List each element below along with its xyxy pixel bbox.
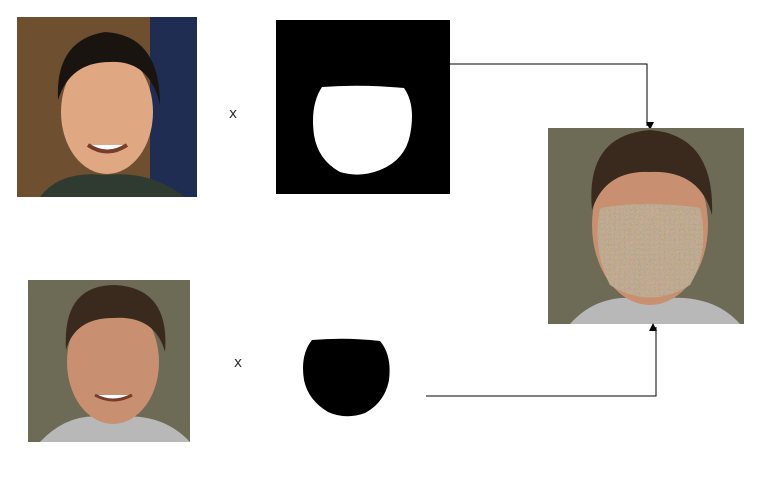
result-photo [548, 128, 744, 324]
inverse-mask [303, 338, 390, 417]
operator: x [234, 355, 242, 371]
arrow [426, 323, 657, 397]
operator: x [229, 106, 237, 122]
target-photo [28, 280, 190, 442]
mask [276, 20, 450, 194]
arrow [450, 63, 654, 130]
source-photo [17, 17, 197, 197]
